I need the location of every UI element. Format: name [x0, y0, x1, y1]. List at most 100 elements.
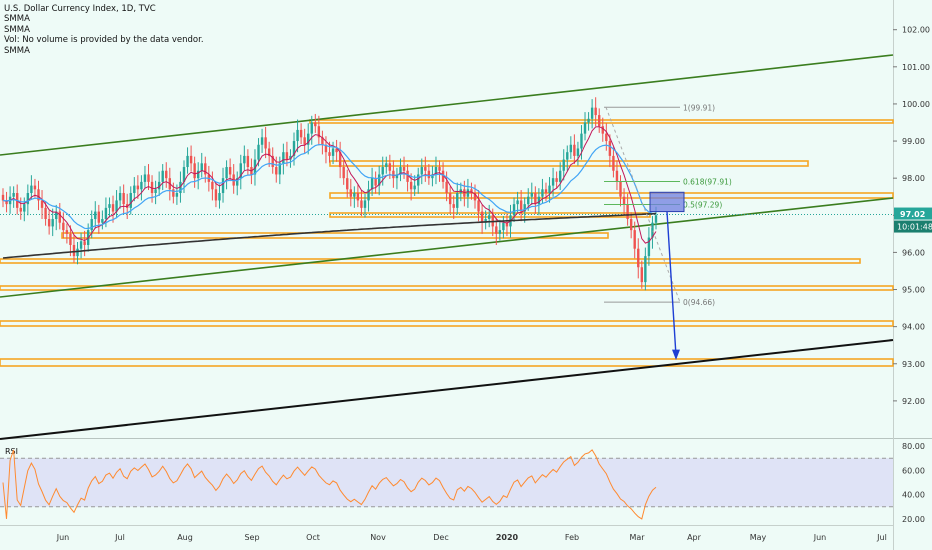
candle-body [111, 204, 115, 212]
candle-body [417, 174, 420, 186]
candle-body [495, 226, 498, 234]
candle-body [310, 122, 313, 134]
candle-body [101, 219, 104, 223]
candle-body [402, 167, 406, 171]
candle-body [349, 189, 352, 197]
candle-body [115, 200, 118, 212]
candle-body [1, 194, 5, 201]
candle-body [165, 170, 168, 179]
candle-body [30, 185, 33, 194]
candle-body [200, 163, 203, 171]
candle-body [328, 152, 331, 156]
candle-body [260, 137, 264, 145]
candle-body [537, 196, 541, 205]
smma-fast-line [2, 126, 657, 244]
candle-body [196, 170, 200, 179]
candle-body [299, 129, 303, 138]
candle-body [90, 219, 93, 231]
candle-body [420, 167, 423, 175]
candle-body [150, 181, 154, 194]
projection-arrowhead [672, 349, 680, 361]
candle-body [605, 133, 608, 142]
candle-body [360, 200, 363, 208]
x-tick-label: Jul [876, 533, 887, 542]
candle-body [519, 200, 523, 212]
legend-volume[interactable]: Vol: No volume is provided by the data v… [4, 35, 204, 46]
x-tick-label: 2020 [496, 533, 519, 542]
rsi-tick-label: 60.00 [902, 466, 925, 475]
candle-body [218, 193, 221, 201]
candle-body [626, 204, 629, 219]
candle-body [647, 237, 651, 257]
y-tick-label: 96.00 [902, 248, 925, 257]
chart-legend: U.S. Dollar Currency Index, 1D, TVC SMMA… [4, 4, 204, 56]
y-tick-label: 102.00 [902, 26, 930, 35]
candle-body [26, 193, 30, 205]
legend-title[interactable]: U.S. Dollar Currency Index, 1D, TVC [4, 4, 156, 14]
zone-8 [0, 358, 894, 367]
candle-body [505, 222, 509, 227]
candle-body [296, 129, 299, 142]
candle-body [189, 155, 193, 164]
candle-body [399, 167, 402, 175]
candle-body [129, 193, 132, 208]
candle-body [172, 189, 175, 197]
candle-body [314, 122, 317, 127]
rsi-band [0, 458, 893, 507]
candle-body [51, 219, 54, 227]
candle-body [622, 196, 626, 205]
candle-body [544, 189, 548, 194]
legend-smma-2[interactable]: SMMA [4, 24, 30, 35]
candle-body [55, 211, 58, 219]
candle-body [79, 241, 83, 249]
candle-body [204, 163, 207, 175]
x-tick-label: Aug [177, 533, 193, 542]
candles [1, 97, 658, 291]
candle-body [118, 193, 122, 201]
smma-mid-line [2, 143, 657, 230]
candle-body [619, 181, 622, 197]
candle-body [598, 115, 601, 127]
candle-body [157, 181, 161, 190]
legend-smma-1[interactable]: SMMA [4, 14, 30, 25]
candle-body [427, 170, 431, 179]
candle-body [278, 163, 282, 175]
candle-body [654, 215, 658, 223]
candle-body [370, 178, 374, 190]
candle-body [363, 200, 367, 208]
x-tick-label: Mar [629, 533, 645, 542]
y-tick-label: 99.00 [902, 137, 925, 146]
candle-body [353, 193, 356, 197]
candle-body [5, 200, 8, 205]
last-price-badge [894, 207, 932, 220]
legend-smma-3[interactable]: SMMA [4, 45, 30, 56]
candle-body [193, 163, 196, 179]
candle-body [97, 211, 101, 223]
candle-body [576, 148, 580, 156]
candle-body [541, 189, 544, 197]
candle-body [448, 193, 452, 205]
candle-body [381, 167, 384, 175]
fib-label-0: 1(99.91) [683, 103, 715, 112]
x-tick-label: Jun [813, 533, 827, 542]
y-tick-label: 92.00 [902, 397, 925, 406]
candle-body [445, 181, 448, 194]
x-tick-label: May [750, 533, 767, 542]
candle-body [388, 163, 392, 171]
candle-body [72, 244, 76, 257]
candle-body [44, 207, 47, 219]
candle-body [551, 178, 555, 186]
candle-body [452, 204, 455, 208]
candle-body [179, 181, 182, 194]
zone-6 [0, 285, 894, 291]
candle-body [473, 193, 477, 201]
rsi-tick-label: 20.00 [902, 515, 925, 524]
candle-body [239, 163, 242, 179]
candle-body [385, 163, 388, 168]
candle-body [502, 222, 505, 231]
candle-body [83, 241, 86, 245]
candle-body [594, 107, 597, 116]
candle-body [377, 174, 381, 186]
candle-body [548, 185, 551, 194]
